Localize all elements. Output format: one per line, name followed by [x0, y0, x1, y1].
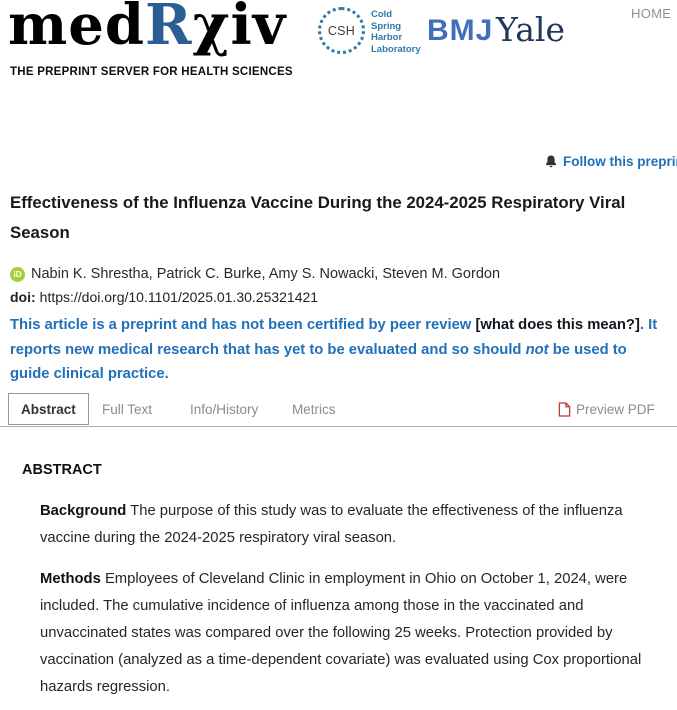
- logo-chi: χ: [192, 0, 231, 58]
- tab-abstract[interactable]: Abstract: [8, 393, 89, 425]
- pdf-file-icon: [558, 401, 571, 417]
- csh-logo-icon[interactable]: CSH: [318, 7, 365, 54]
- csh-name-line: Laboratory: [371, 43, 421, 55]
- doi-line: doi: https://doi.org/10.1101/2025.01.30.2…: [10, 289, 318, 305]
- csh-logo-name: Cold Spring Harbor Laboratory: [371, 9, 421, 55]
- follow-preprint-label: Follow this preprint: [563, 154, 677, 169]
- logo-iv: iv: [230, 0, 287, 58]
- article-title: Effectiveness of the Influenza Vaccine D…: [10, 193, 626, 242]
- preprint-notice: This article is a preprint and has not b…: [10, 313, 670, 387]
- notice-emphasis: not: [525, 341, 549, 358]
- tab-full-text[interactable]: Full Text: [102, 401, 153, 417]
- paragraph-label: Background: [40, 503, 127, 519]
- abstract-paragraph-methods: Methods Employees of Cleveland Clinic in…: [40, 566, 645, 701]
- notice-text-2: . It reports new medical research that h…: [10, 317, 658, 358]
- csh-name-line: Spring: [371, 20, 402, 32]
- paragraph-text: The purpose of this study was to evaluat…: [40, 503, 623, 546]
- site-tagline: THE PREPRINT SERVER FOR HEALTH SCIENCES: [10, 66, 293, 78]
- yale-logo[interactable]: Yale: [496, 10, 565, 49]
- logo-med: med: [8, 0, 146, 58]
- bell-icon: [546, 155, 556, 168]
- paragraph-text: Employees of Cleveland Clinic in employm…: [40, 571, 642, 695]
- orcid-icon[interactable]: iD: [10, 266, 25, 282]
- medrxiv-logo[interactable]: medRχiv: [8, 0, 286, 58]
- abstract-heading: ABSTRACT: [22, 462, 102, 478]
- csh-initials: CSH: [327, 23, 356, 38]
- csh-name-line: Cold: [371, 9, 393, 20]
- bmj-logo[interactable]: BMJ: [427, 14, 494, 47]
- preview-pdf-button[interactable]: Preview PDF: [558, 393, 655, 425]
- tab-metrics[interactable]: Metrics: [292, 401, 336, 417]
- home-link[interactable]: HOME: [631, 6, 672, 21]
- doi-label: doi:: [10, 289, 36, 305]
- tab-bar: Abstract Full Text Info/History Metrics …: [0, 393, 677, 427]
- notice-text-1: This article is a preprint and has not b…: [10, 317, 476, 333]
- doi-url[interactable]: https://doi.org/10.1101/2025.01.30.25321…: [39, 289, 319, 305]
- preview-pdf-label: Preview PDF: [576, 401, 655, 417]
- paragraph-label: Methods: [40, 571, 101, 587]
- csh-name-line: Harbor: [371, 32, 403, 43]
- notice-text-3: be used to guide clinical practice.: [10, 341, 627, 383]
- abstract-paragraph-background: Background The purpose of this study was…: [40, 498, 645, 552]
- author-names: Nabin K. Shrestha, Patrick C. Burke, Amy…: [31, 266, 501, 282]
- tab-info-history[interactable]: Info/History: [190, 401, 259, 417]
- follow-preprint-link[interactable]: Follow this preprint: [544, 154, 677, 169]
- what-does-this-mean-link[interactable]: [what does this mean?]: [475, 317, 640, 333]
- logo-r: R: [145, 0, 193, 58]
- author-list: iD Nabin K. Shrestha, Patrick C. Burke, …: [10, 266, 670, 282]
